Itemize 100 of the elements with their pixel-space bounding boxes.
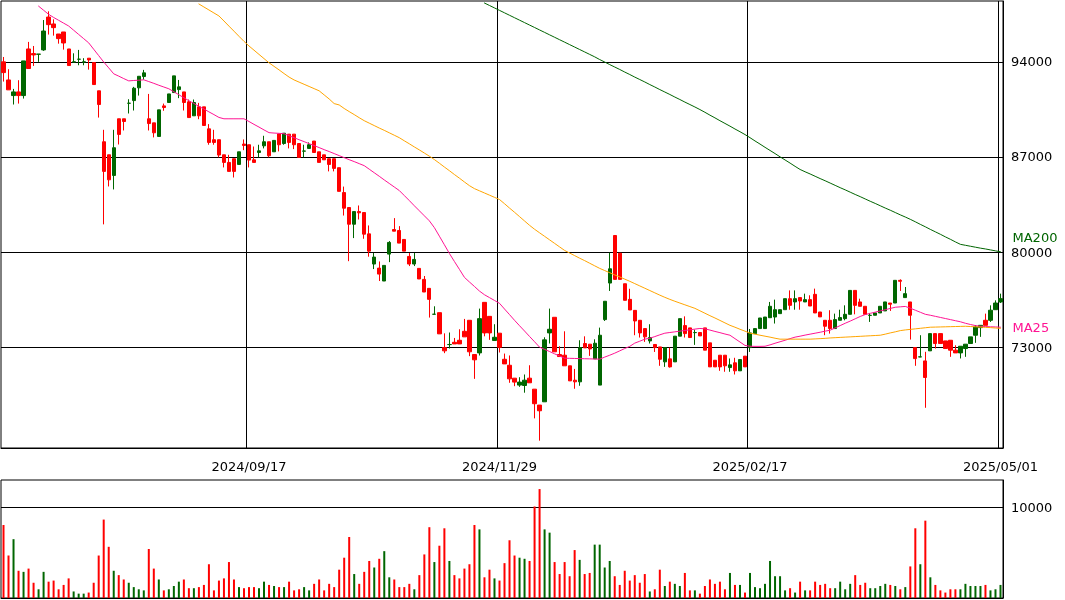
bar bbox=[363, 571, 366, 598]
bar bbox=[448, 560, 451, 598]
bar bbox=[122, 579, 125, 598]
bar bbox=[834, 588, 837, 598]
bar bbox=[283, 587, 286, 598]
bar bbox=[57, 589, 60, 598]
bar bbox=[137, 589, 140, 598]
bar bbox=[899, 589, 902, 598]
bar bbox=[117, 575, 120, 598]
bar bbox=[924, 520, 927, 598]
bar bbox=[979, 586, 982, 598]
bar bbox=[959, 589, 962, 598]
bar bbox=[217, 580, 220, 598]
bar bbox=[303, 587, 306, 598]
x-tick-label: 2025/02/17 bbox=[712, 459, 788, 474]
bar bbox=[328, 583, 331, 598]
candlestick bbox=[603, 300, 607, 322]
candlestick bbox=[793, 289, 797, 311]
bar bbox=[92, 582, 95, 598]
bar bbox=[839, 581, 842, 598]
bar bbox=[583, 574, 586, 598]
bar bbox=[914, 528, 917, 598]
candlestick bbox=[928, 333, 932, 352]
bar bbox=[743, 592, 746, 598]
bar bbox=[683, 572, 686, 598]
bar bbox=[473, 525, 476, 598]
bar bbox=[32, 582, 35, 598]
bar bbox=[884, 583, 887, 598]
candlestick bbox=[437, 312, 442, 335]
bar bbox=[483, 577, 486, 598]
bar bbox=[378, 558, 381, 598]
bar bbox=[658, 569, 661, 598]
bar bbox=[794, 592, 797, 598]
candlestick bbox=[668, 347, 672, 369]
bar bbox=[157, 579, 160, 598]
bar bbox=[373, 567, 376, 598]
bar bbox=[613, 576, 616, 598]
bar bbox=[759, 588, 762, 598]
candlestick bbox=[412, 252, 416, 267]
bar bbox=[954, 589, 957, 598]
bar bbox=[288, 581, 291, 598]
bar bbox=[548, 532, 551, 598]
bar bbox=[227, 562, 230, 598]
bar bbox=[438, 545, 441, 598]
bar bbox=[543, 529, 546, 598]
bar bbox=[358, 583, 361, 598]
bar bbox=[403, 587, 406, 598]
bar bbox=[323, 590, 326, 598]
bar bbox=[889, 584, 892, 598]
bar bbox=[503, 563, 506, 598]
bar bbox=[668, 581, 671, 598]
bar bbox=[388, 577, 391, 598]
bar bbox=[523, 558, 526, 598]
candlestick bbox=[6, 68, 11, 91]
candlestick bbox=[738, 359, 742, 372]
bar bbox=[864, 582, 867, 598]
bar bbox=[573, 550, 576, 598]
candlestick bbox=[893, 279, 897, 304]
bar bbox=[318, 579, 321, 598]
bar bbox=[593, 544, 596, 598]
bar bbox=[919, 564, 922, 598]
bar bbox=[789, 588, 792, 598]
candlestick bbox=[162, 103, 166, 112]
bar bbox=[608, 560, 611, 598]
bar bbox=[222, 578, 225, 598]
bar bbox=[232, 579, 235, 598]
candlestick bbox=[377, 260, 381, 282]
bar bbox=[909, 566, 912, 598]
candlestick bbox=[803, 293, 807, 303]
bar bbox=[488, 569, 491, 598]
bar bbox=[633, 575, 636, 598]
candlestick bbox=[82, 57, 86, 66]
bar bbox=[278, 587, 281, 598]
bar bbox=[207, 564, 210, 598]
bar bbox=[754, 587, 757, 598]
candlestick bbox=[492, 323, 497, 342]
bar bbox=[869, 588, 872, 598]
candlestick bbox=[497, 332, 502, 353]
bar bbox=[558, 574, 561, 598]
bar bbox=[533, 506, 536, 598]
candlestick bbox=[77, 49, 81, 66]
y-tick-label: 10000 bbox=[1011, 499, 1053, 515]
bar bbox=[42, 571, 45, 598]
candlestick bbox=[743, 355, 747, 368]
bar bbox=[453, 575, 456, 598]
x-tick-label: 2024/11/29 bbox=[462, 459, 537, 474]
bar bbox=[162, 590, 165, 598]
bar bbox=[197, 587, 200, 598]
candlestick bbox=[272, 139, 276, 153]
bar bbox=[779, 576, 782, 598]
candlestick bbox=[67, 48, 71, 67]
candlestick bbox=[132, 86, 136, 112]
y-tick-label: 80000 bbox=[1011, 244, 1053, 260]
candlestick bbox=[352, 211, 356, 239]
bar bbox=[638, 582, 641, 598]
bar bbox=[383, 551, 386, 598]
bar bbox=[804, 590, 807, 598]
bar bbox=[999, 584, 1002, 598]
bar bbox=[72, 591, 75, 598]
bar bbox=[408, 583, 411, 598]
